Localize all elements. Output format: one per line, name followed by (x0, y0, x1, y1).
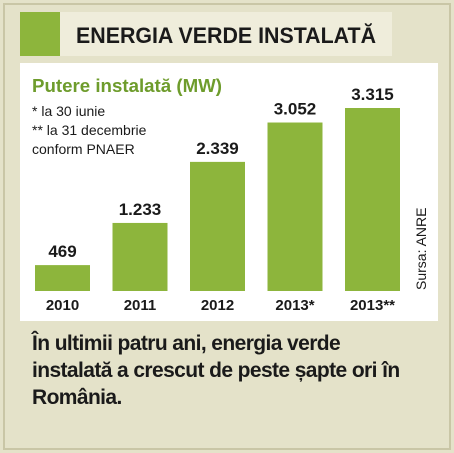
note: conform PNAER (32, 141, 135, 157)
header-square (20, 12, 60, 56)
x-tick-label: 2013* (275, 297, 314, 314)
value-label: 2.339 (196, 139, 239, 158)
x-tick-label: 2011 (124, 297, 157, 314)
x-tick-label: 2013** (350, 297, 395, 314)
x-tick-label: 2010 (46, 297, 79, 314)
bar (112, 222, 168, 291)
bar (267, 122, 323, 291)
value-label: 3.315 (351, 85, 394, 104)
frame (3, 3, 451, 450)
value-label: 1.233 (119, 200, 162, 219)
note: * la 30 iunie (32, 103, 105, 119)
chart-subtitle: Putere instalată (MW) (32, 76, 222, 96)
source: Sursa: ANRE (413, 208, 429, 290)
caption: În ultimii patru ani, energia verde inst… (32, 332, 400, 409)
bar (35, 265, 90, 291)
header-band (20, 12, 392, 56)
bar (190, 161, 245, 291)
value-label: 3.052 (274, 100, 317, 119)
note: ** la 31 decembrie (32, 122, 147, 138)
bar (345, 108, 400, 291)
x-tick-label: 2012 (201, 297, 234, 314)
value-label: 469 (48, 242, 76, 261)
chart-title: ENERGIA VERDE INSTALATĂ (76, 23, 376, 48)
